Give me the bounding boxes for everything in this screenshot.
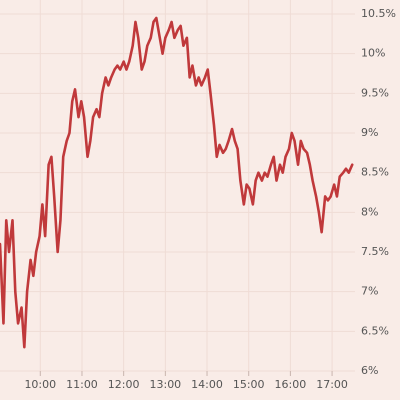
y-tick-label: 7.5% [361, 245, 389, 258]
x-tick-label: 17:00 [316, 378, 348, 391]
x-tick-label: 14:00 [191, 378, 223, 391]
y-tick-label: 7% [361, 285, 378, 298]
labels: 6% 6.5% 7% 7.5% 8% 8.5% 9% 9.5% 10% 10.5% 10:00 11:… [24, 7, 396, 391]
x-tick-label: 13:00 [149, 378, 181, 391]
grid [0, 0, 355, 376]
y-tick-label: 8.5% [361, 166, 389, 179]
y-tick-label: 6% [361, 364, 378, 377]
price-line [0, 16, 354, 349]
lines [0, 16, 354, 349]
y-tick-label: 10.5% [361, 7, 396, 20]
y-tick-label: 10% [361, 47, 385, 60]
x-tick-label: 12:00 [108, 378, 140, 391]
y-tick-label: 6.5% [361, 324, 389, 337]
y-tick-label: 8% [361, 205, 378, 218]
y-tick-label: 9.5% [361, 86, 389, 99]
x-tick-label: 10:00 [24, 378, 56, 391]
x-tick-label: 16:00 [275, 378, 307, 391]
x-tick-label: 15:00 [233, 378, 265, 391]
x-tick-label: 11:00 [66, 378, 98, 391]
y-tick-label: 9% [361, 126, 378, 139]
